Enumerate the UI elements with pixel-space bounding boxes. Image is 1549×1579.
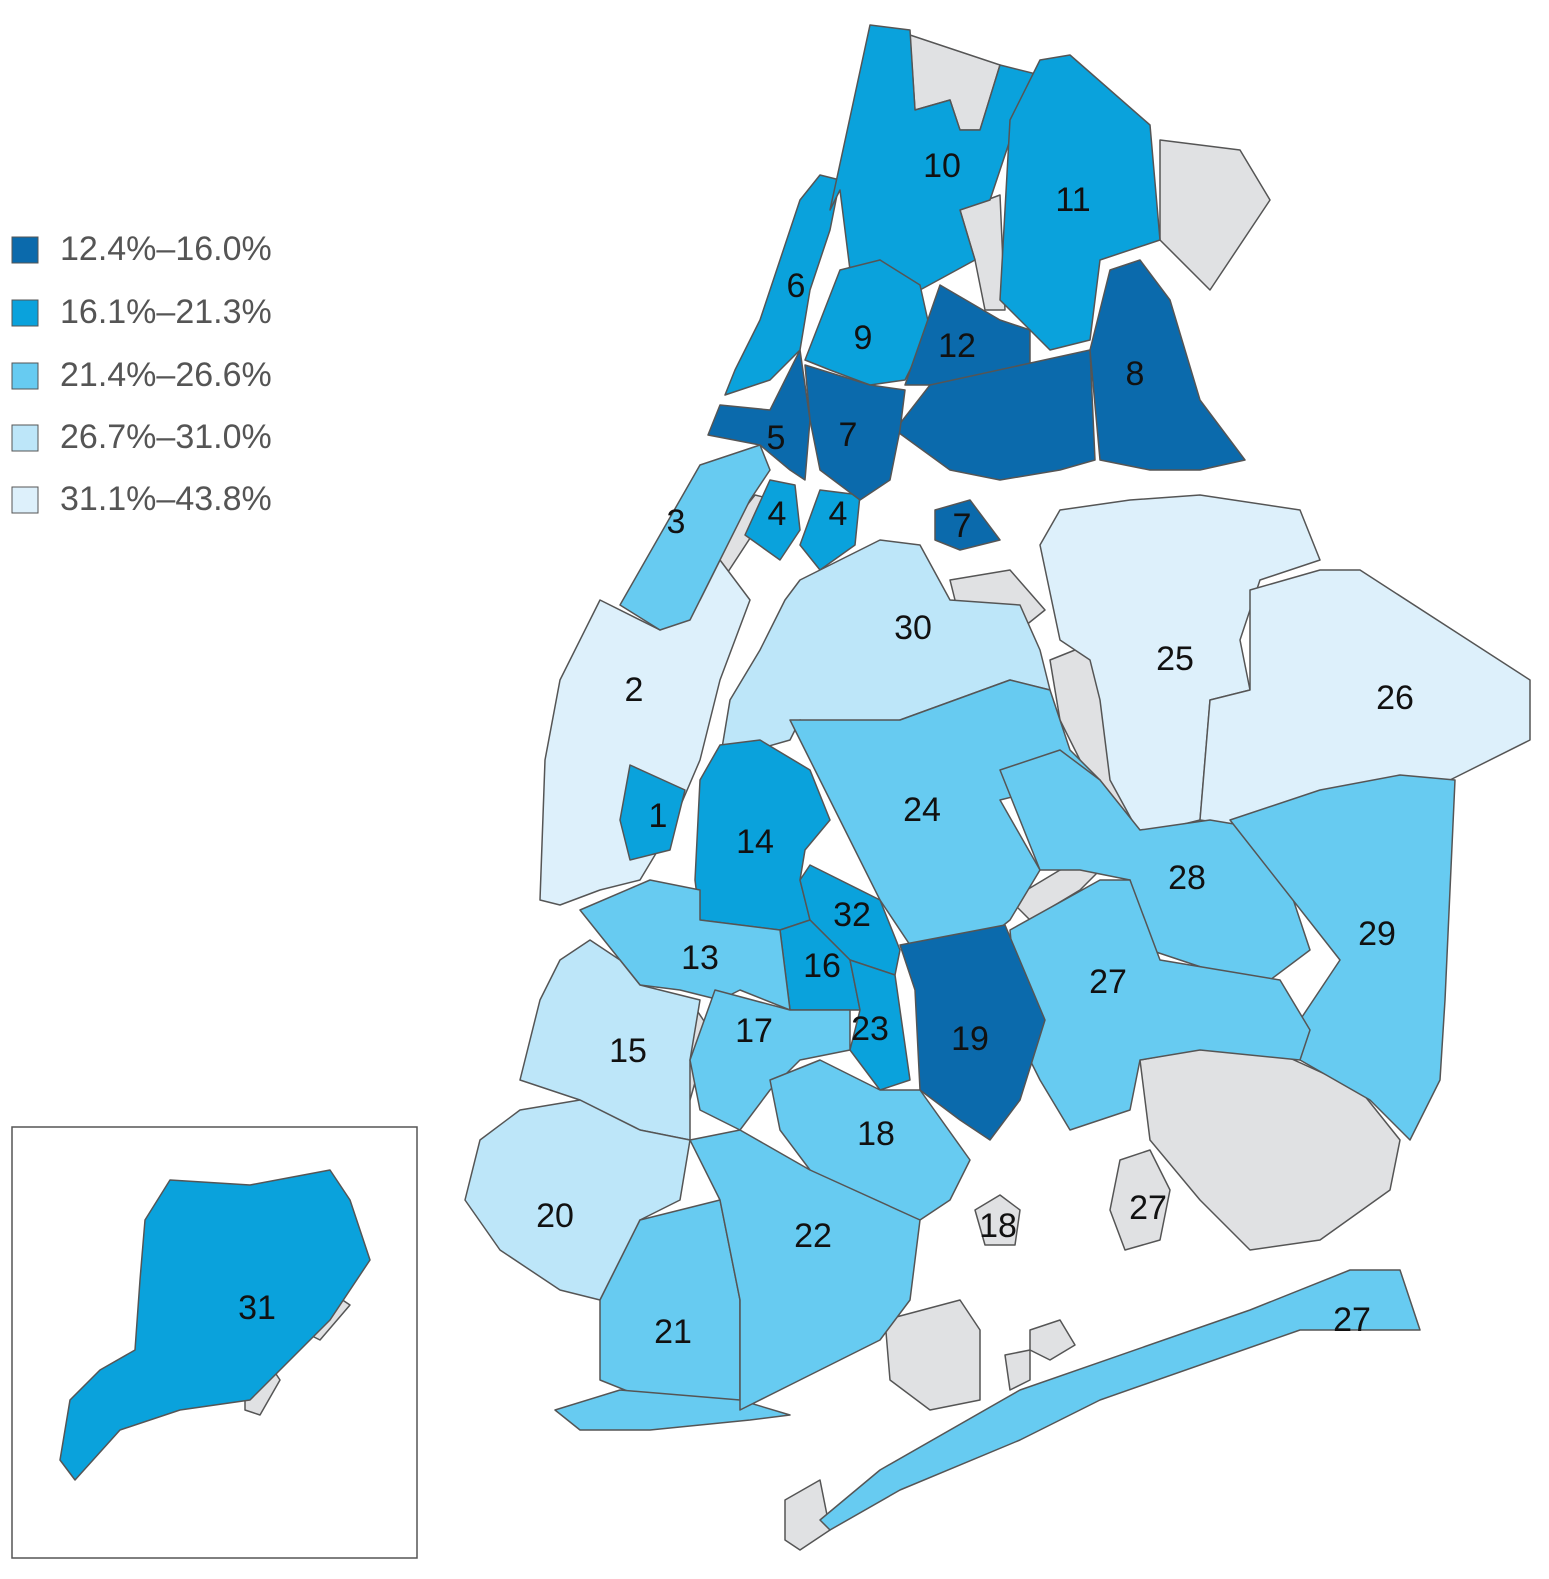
district-label: 14 — [736, 823, 774, 861]
legend-swatch — [11, 236, 39, 264]
district — [894, 349, 1096, 481]
district-label: 29 — [1358, 915, 1396, 953]
district-label: 18 — [857, 1115, 895, 1153]
district-label: 26 — [1376, 679, 1414, 717]
district — [619, 764, 686, 861]
district-label: 27 — [1333, 1301, 1371, 1339]
district — [804, 364, 906, 501]
no-data — [1029, 1319, 1076, 1361]
district — [744, 479, 801, 561]
district-label: 16 — [803, 947, 841, 985]
district-label: 15 — [609, 1032, 647, 1070]
no-data — [1004, 1349, 1031, 1391]
district-label: 7 — [953, 507, 972, 545]
district-label: 12 — [938, 327, 976, 365]
district-label: 24 — [903, 791, 941, 829]
district-label: 27 — [1089, 963, 1127, 1001]
district-label: 30 — [894, 609, 932, 647]
district — [999, 749, 1311, 981]
district — [1009, 879, 1311, 1131]
district-label: 31 — [238, 1289, 276, 1327]
legend-label: 31.1%–43.8% — [60, 480, 272, 518]
no-data — [1159, 139, 1271, 291]
regions — [59, 24, 1531, 1551]
no-data — [974, 1194, 1021, 1246]
district-label: 25 — [1156, 640, 1194, 678]
district-label: 23 — [851, 1010, 889, 1048]
legend: 12.4%–16.0% 16.1%–21.3% 21.4%–26.6% 26.7… — [11, 230, 272, 518]
district — [799, 489, 861, 571]
no-data — [1009, 859, 1111, 921]
district-label: 11 — [1055, 181, 1090, 219]
district-label: 17 — [735, 1012, 773, 1050]
no-data — [784, 1479, 831, 1551]
district-label: 6 — [787, 267, 806, 305]
no-data — [1139, 1039, 1401, 1251]
no-data — [884, 1299, 981, 1411]
district-label: 1 — [649, 797, 668, 835]
legend-label: 26.7%–31.0% — [60, 418, 272, 456]
district-label: 13 — [681, 939, 719, 977]
district-label: 7 — [839, 416, 858, 454]
district — [59, 1169, 371, 1481]
district — [999, 54, 1161, 351]
district-label: 10 — [923, 147, 961, 185]
legend-label: 12.4%–16.0% — [60, 230, 272, 268]
district — [789, 679, 1101, 961]
district-label: 32 — [833, 896, 871, 934]
district — [819, 1269, 1421, 1531]
district — [724, 174, 841, 396]
district-label: 19 — [951, 1020, 989, 1058]
district-label: 21 — [654, 1313, 692, 1351]
district-label: 9 — [854, 319, 873, 357]
district-label: 27 — [1129, 1189, 1167, 1227]
inset-frame — [11, 1126, 418, 1559]
district — [1229, 774, 1456, 1141]
district — [539, 559, 751, 906]
district-labels: 1 2 3 4 4 5 6 7 7 8 9 10 11 12 13 14 15 … — [238, 147, 1414, 1351]
legend-swatch — [11, 299, 39, 327]
district — [769, 1059, 971, 1221]
district — [934, 499, 1001, 551]
district — [689, 1129, 921, 1411]
district — [554, 1389, 791, 1431]
district-label: 8 — [1126, 355, 1145, 393]
district-label: 22 — [794, 1217, 832, 1255]
district-label: 4 — [768, 495, 787, 533]
no-data — [1109, 1149, 1171, 1251]
district-label: 5 — [767, 419, 786, 457]
district-label: 3 — [667, 503, 686, 541]
legend-label: 16.1%–21.3% — [60, 293, 272, 331]
district-label: 18 — [979, 1207, 1017, 1245]
district-label: 28 — [1168, 859, 1206, 897]
legend-swatch — [11, 362, 39, 390]
district-label: 2 — [625, 671, 644, 709]
legend-swatch — [11, 486, 39, 514]
district — [519, 939, 701, 1141]
district — [464, 1099, 691, 1301]
district — [899, 924, 1046, 1141]
district-label: 4 — [829, 495, 848, 533]
district — [1089, 259, 1246, 471]
district-label: 20 — [536, 1197, 574, 1235]
legend-label: 21.4%–26.6% — [60, 356, 272, 394]
district — [619, 444, 771, 631]
legend-swatch — [11, 424, 39, 452]
